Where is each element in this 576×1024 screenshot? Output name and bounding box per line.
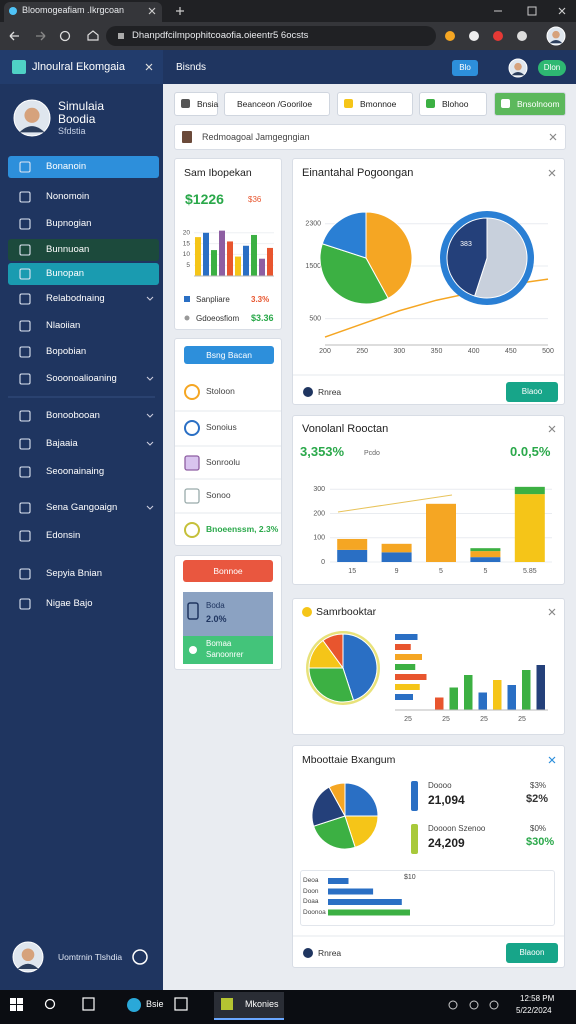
nav-item[interactable]: Bopobian bbox=[46, 346, 87, 357]
legend-value: 3.3% bbox=[251, 295, 270, 304]
legend-value: $3.36 bbox=[251, 313, 274, 323]
search-box bbox=[174, 124, 566, 150]
stat-change-label: $0% bbox=[530, 824, 547, 833]
nav-item[interactable]: Sooonoalioaning bbox=[46, 373, 117, 384]
card-footer: Rnrea bbox=[318, 948, 342, 958]
profile-role: Sfdstia bbox=[58, 126, 86, 136]
inner-box bbox=[300, 870, 555, 926]
status-title: Bomaa bbox=[206, 639, 232, 648]
taskbar-app[interactable]: Bsie bbox=[146, 999, 164, 1009]
topbar-button[interactable]: Blo bbox=[452, 60, 478, 76]
teal-button[interactable]: Blaoon bbox=[506, 943, 558, 963]
primary-button[interactable]: Bsng Bacan bbox=[184, 346, 274, 364]
card-title: Mboottaie Bxangum bbox=[302, 754, 396, 766]
list-item[interactable]: Sonoius bbox=[206, 422, 237, 432]
stat-value: 24,209 bbox=[428, 836, 465, 850]
status-title: Boda bbox=[206, 601, 225, 610]
toolbar-button[interactable]: Bnsolnoom bbox=[494, 92, 566, 116]
teal-button[interactable]: Blaoo bbox=[506, 382, 558, 402]
topbar-button[interactable]: Dlon bbox=[538, 60, 566, 76]
nav-item[interactable]: Nlaoiian bbox=[46, 320, 81, 331]
card bbox=[174, 338, 282, 546]
bar-label: Doon bbox=[303, 887, 319, 895]
toolbar-button[interactable]: Bmonnoe bbox=[337, 92, 413, 116]
card bbox=[174, 158, 282, 330]
sidebar-header bbox=[0, 50, 163, 84]
nav-item[interactable]: Relabodnaing bbox=[46, 293, 105, 304]
tab-title: Bloomogeafiam .Ikrgcoan bbox=[22, 5, 125, 15]
card bbox=[292, 415, 565, 585]
nav-item[interactable]: Seoonainaing bbox=[46, 466, 105, 477]
nav-item[interactable]: Edonsin bbox=[46, 530, 81, 541]
card-title: Samrbooktar bbox=[316, 606, 377, 618]
stat-value: 21,094 bbox=[428, 793, 465, 807]
status-block bbox=[183, 636, 273, 664]
nav-item[interactable]: Bonoobooan bbox=[46, 410, 100, 421]
nav-item[interactable]: Bupnogian bbox=[46, 218, 92, 229]
toolbar-button[interactable]: Beanceon /Gooriloe bbox=[224, 92, 330, 116]
card bbox=[292, 745, 565, 968]
search-text[interactable]: Redmoagoal Jamgegngian bbox=[202, 132, 310, 142]
tray-time: 12:58 PM bbox=[520, 994, 555, 1003]
card-title: Einantahal Pogoongan bbox=[302, 167, 414, 179]
nav-item[interactable]: Sena Gangoaign bbox=[46, 502, 118, 513]
legend-label: Sanpliare bbox=[196, 295, 230, 304]
bar-label: Doonoa bbox=[303, 908, 326, 916]
toolbar-button[interactable]: Blohoo bbox=[419, 92, 487, 116]
bar-label: Deoa bbox=[303, 877, 319, 884]
nav-item[interactable]: Bajaaia bbox=[46, 438, 78, 449]
nav-item[interactable]: Bunopan bbox=[46, 268, 85, 279]
stat-label: Doooo bbox=[428, 781, 452, 790]
tray-date: 5/22/2024 bbox=[516, 1006, 552, 1015]
sidebar-title: Jlnoulral Ekomgaia bbox=[32, 61, 125, 73]
nav-item-bg bbox=[8, 239, 159, 261]
stat-change: $2% bbox=[526, 793, 549, 805]
taskbar bbox=[0, 990, 576, 1024]
status-value: 2.0% bbox=[206, 614, 227, 624]
url-box bbox=[106, 26, 436, 46]
legend-label: Gdoeosfiom bbox=[196, 314, 240, 323]
bars-max-label: $10 bbox=[404, 874, 416, 881]
toolbar-button[interactable]: Bnsia bbox=[174, 92, 218, 116]
profile-name: Simulaia bbox=[58, 99, 105, 113]
list-item[interactable]: Sonoo bbox=[206, 490, 231, 500]
sidebar-user: Uomtrnin Tlshdia bbox=[58, 952, 123, 962]
topbar bbox=[163, 50, 576, 84]
status-value: Sanoonrer bbox=[206, 650, 244, 659]
bar-label: Doaa bbox=[303, 898, 319, 905]
profile-subtitle: Boodia bbox=[58, 112, 96, 126]
nav-item[interactable]: Nigae Bajo bbox=[46, 598, 93, 609]
kpi-value: 3,353% bbox=[300, 444, 345, 459]
taskbar-app[interactable]: Mkonies bbox=[245, 999, 279, 1009]
nav-item[interactable]: Sepyia Bnian bbox=[46, 568, 102, 579]
topbar-title: Bisnds bbox=[176, 62, 207, 73]
sidebar bbox=[0, 50, 163, 990]
kpi-value: 0.0,5% bbox=[510, 444, 551, 459]
danger-button[interactable]: Bonnoe bbox=[183, 560, 273, 582]
card bbox=[292, 598, 565, 735]
nav-item-bg bbox=[8, 263, 159, 285]
stat-change-label: $3% bbox=[530, 781, 547, 790]
kpi-badge: Pcdo bbox=[364, 450, 380, 457]
card-title: Sam Ibopekan bbox=[184, 167, 252, 179]
nav-item[interactable]: Bonanoin bbox=[46, 161, 87, 172]
list-item[interactable]: Stoloon bbox=[206, 386, 235, 396]
card bbox=[292, 158, 565, 405]
tab bbox=[4, 2, 162, 22]
stat-label: Doooon Szenoo bbox=[428, 824, 486, 833]
list-item[interactable]: Sonroolu bbox=[206, 457, 241, 467]
card-value: $1226 bbox=[185, 191, 224, 207]
stat-change: $30% bbox=[526, 836, 555, 848]
status-block bbox=[183, 592, 273, 636]
nav-item[interactable]: Bunnuoan bbox=[46, 244, 90, 255]
card-footer: Rnrea bbox=[318, 387, 342, 397]
nav-item-bg bbox=[8, 156, 159, 178]
nav-item[interactable]: Nonomoin bbox=[46, 191, 90, 202]
card-title: Vonolanl Rooctan bbox=[302, 423, 389, 435]
list-item[interactable]: Bnoeenssm, 2.3% bbox=[206, 524, 279, 534]
url-text: Dhanpdfcilmpophitcoaofia.oieentr5 6ocsts bbox=[132, 30, 309, 41]
card-badge: $36 bbox=[248, 195, 262, 204]
